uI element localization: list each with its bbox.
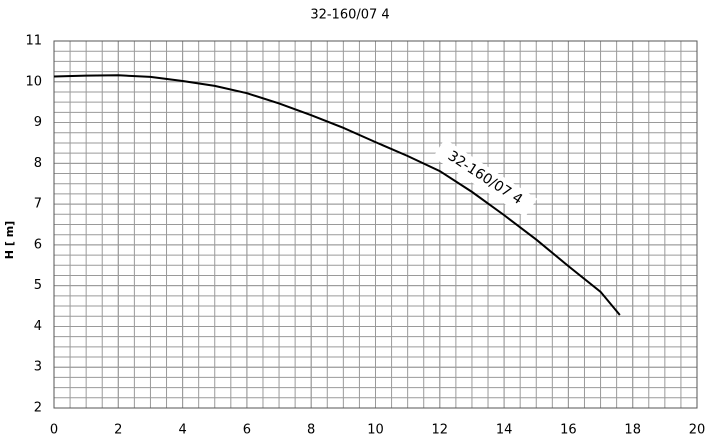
y-tick-label: 2 <box>34 401 42 416</box>
x-tick-label: 20 <box>689 423 706 438</box>
y-tick-label: 5 <box>34 278 42 293</box>
y-tick-label: 11 <box>25 34 42 49</box>
y-tick-label: 7 <box>34 197 42 212</box>
curve <box>53 74 621 316</box>
curve-label-group: 32-160/07 4 <box>432 138 538 218</box>
y-tick-label: 9 <box>34 115 42 130</box>
x-tick-label: 8 <box>307 423 315 438</box>
x-tick-label: 6 <box>243 423 251 438</box>
x-tick-label: 16 <box>560 423 577 438</box>
y-axis-label: H [ m] <box>3 221 16 259</box>
x-tick-label: 2 <box>114 423 122 438</box>
y-tick-label: 10 <box>25 74 42 89</box>
x-tick-label: 14 <box>496 423 513 438</box>
x-tick-label: 10 <box>367 423 384 438</box>
plot-border <box>53 40 698 409</box>
x-tick-label: 18 <box>624 423 641 438</box>
x-tick-label: 4 <box>178 423 186 438</box>
y-tick-label: 4 <box>34 319 42 334</box>
y-tick-label: 3 <box>34 360 42 375</box>
y-tick-label: 6 <box>34 237 42 252</box>
chart-title: 32-160/07 4 <box>310 8 389 23</box>
y-tick-label: 8 <box>34 156 42 171</box>
curve-label: 32-160/07 4 <box>445 148 525 208</box>
x-tick-label: 0 <box>50 423 58 438</box>
curve-label-bg <box>432 138 538 218</box>
x-tick-label: 12 <box>432 423 449 438</box>
